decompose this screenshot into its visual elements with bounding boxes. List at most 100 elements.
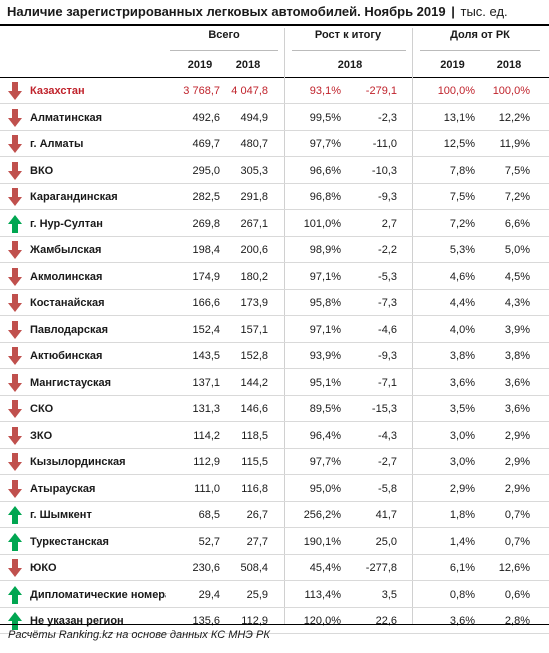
arrow-down-icon [8, 135, 22, 153]
growth-percent: 120,0% [303, 615, 341, 627]
total-2019: 269,8 [192, 217, 220, 230]
growth-absolute: -2,3 [378, 111, 397, 124]
growth-absolute: 2,7 [381, 217, 397, 230]
row-divider [0, 500, 549, 502]
header-rule [0, 77, 549, 78]
header-divider-total [170, 50, 278, 51]
total-2018: 4 047,8 [231, 85, 268, 97]
row-divider [0, 341, 549, 343]
region-name: Жамбылская [30, 244, 102, 256]
table-row: ВКО 295,0 305,3 96,6% -10,3 7,8% 7,5% [0, 158, 549, 184]
region-name: г. Алматы [30, 138, 84, 150]
total-2019: 282,5 [192, 191, 220, 203]
growth-absolute: -15,3 [371, 403, 397, 415]
growth-percent: 101,0% [303, 217, 341, 230]
share-2018: 0,7% [504, 509, 530, 521]
total-2019: 111,0 [194, 482, 220, 495]
total-2018: 508,4 [240, 562, 268, 574]
arrow-up-icon [8, 214, 22, 233]
share-2019: 3,0% [449, 429, 475, 442]
arrow-down-icon [8, 347, 22, 365]
growth-percent: 95,1% [309, 376, 341, 389]
growth-absolute: -5,8 [378, 482, 397, 495]
row-divider [0, 447, 549, 449]
header-share-2018: 2018 [496, 59, 522, 71]
share-2019: 7,5% [449, 191, 475, 203]
region-name: СКО [30, 403, 54, 415]
title-unit: тыс. ед. [460, 4, 508, 19]
arrow-down-icon [8, 426, 22, 445]
growth-absolute: -7,3 [378, 297, 397, 309]
header-group-total: Всего [208, 29, 240, 41]
share-2019: 2,9% [449, 482, 475, 495]
share-2019: 7,8% [449, 164, 475, 177]
region-name: Дипломатические номера [30, 588, 166, 601]
table-row: г. Алматы 469,7 480,7 97,7% -11,0 12,5% 11,9% [0, 131, 549, 157]
share-2019: 4,0% [449, 323, 475, 336]
row-divider [0, 262, 549, 263]
share-2018: 12,6% [498, 562, 530, 574]
growth-absolute: -9,3 [378, 191, 397, 203]
row-divider [0, 288, 549, 290]
table-row: Павлодарская 152,4 157,1 97,1% -4,6 4,0% 3,9% [0, 317, 549, 343]
region-name: г. Нур-Султан [30, 217, 103, 230]
row-divider [0, 421, 549, 422]
total-2019: 174,9 [192, 270, 220, 283]
arrow-down-icon [8, 294, 22, 312]
header-group-share: Доля от РК [450, 29, 510, 41]
total-2018: 480,7 [240, 138, 268, 150]
share-2018: 11,9% [499, 138, 530, 150]
share-2018: 3,6% [504, 403, 530, 415]
share-2018: 0,6% [504, 588, 530, 601]
region-name: Павлодарская [30, 323, 109, 336]
region-name: Казахстан [30, 85, 85, 97]
page-title: Наличие зарегистрированных легковых авто… [7, 4, 547, 20]
arrow-down-icon [8, 267, 22, 286]
total-2019: 198,4 [192, 244, 220, 256]
growth-absolute: -4,3 [378, 429, 397, 442]
total-2019: 112,9 [193, 456, 220, 468]
total-2018: 144,2 [240, 376, 268, 389]
growth-absolute: 22,6 [375, 615, 397, 627]
growth-absolute: -5,3 [378, 270, 397, 283]
total-2019: 152,4 [192, 323, 220, 336]
row-divider [0, 235, 549, 237]
share-2019: 6,1% [449, 562, 475, 574]
growth-percent: 45,4% [309, 562, 341, 574]
growth-absolute: 41,7 [375, 509, 397, 521]
row-divider [0, 474, 549, 475]
growth-percent: 97,1% [309, 270, 341, 283]
share-2018: 5,0% [504, 244, 530, 256]
growth-percent: 97,7% [309, 138, 341, 150]
header-group-growth: Рост к итогу [314, 29, 382, 41]
title-main: Наличие зарегистрированных легковых авто… [7, 4, 446, 19]
share-2018: 4,5% [504, 270, 530, 283]
region-name: г. Шымкент [30, 509, 92, 521]
growth-percent: 98,9% [309, 244, 341, 256]
table-row: г. Шымкент 68,5 26,7 256,2% 41,7 1,8% 0,7% [0, 502, 549, 528]
table-bottom-rule [0, 624, 549, 625]
total-2018: 494,9 [240, 111, 268, 124]
share-2018: 7,2% [504, 191, 530, 203]
share-2018: 12,2% [498, 111, 530, 124]
region-name: ЮКО [30, 562, 57, 574]
header-divider-share [420, 50, 540, 51]
region-name: Мангистауская [30, 376, 112, 389]
row-divider [0, 633, 549, 634]
table-row: Атырауская 111,0 116,8 95,0% -5,8 2,9% 2,9% [0, 476, 549, 502]
arrow-down-icon [8, 161, 22, 180]
share-2019: 7,2% [449, 217, 475, 230]
table-row: Жамбылская 198,4 200,6 98,9% -2,2 5,3% 5,0% [0, 237, 549, 263]
arrow-down-icon [8, 479, 22, 498]
growth-absolute: -7,1 [378, 376, 397, 389]
total-2019: 230,6 [192, 562, 220, 574]
growth-percent: 95,0% [309, 482, 341, 495]
header-total-2019: 2019 [187, 59, 213, 71]
source-note: Расчёты Ranking.kz на основе данных КС М… [8, 629, 270, 641]
table-row: Карагандинская 282,5 291,8 96,8% -9,3 7,5% 7,2… [0, 184, 549, 210]
table-row: Кызылординская 112,9 115,5 97,7% -2,7 3,0% 2,9… [0, 449, 549, 475]
header-growth-2018: 2018 [337, 59, 363, 71]
growth-absolute: -2,2 [378, 244, 397, 256]
arrow-down-icon [8, 400, 22, 418]
row-divider [0, 580, 549, 581]
